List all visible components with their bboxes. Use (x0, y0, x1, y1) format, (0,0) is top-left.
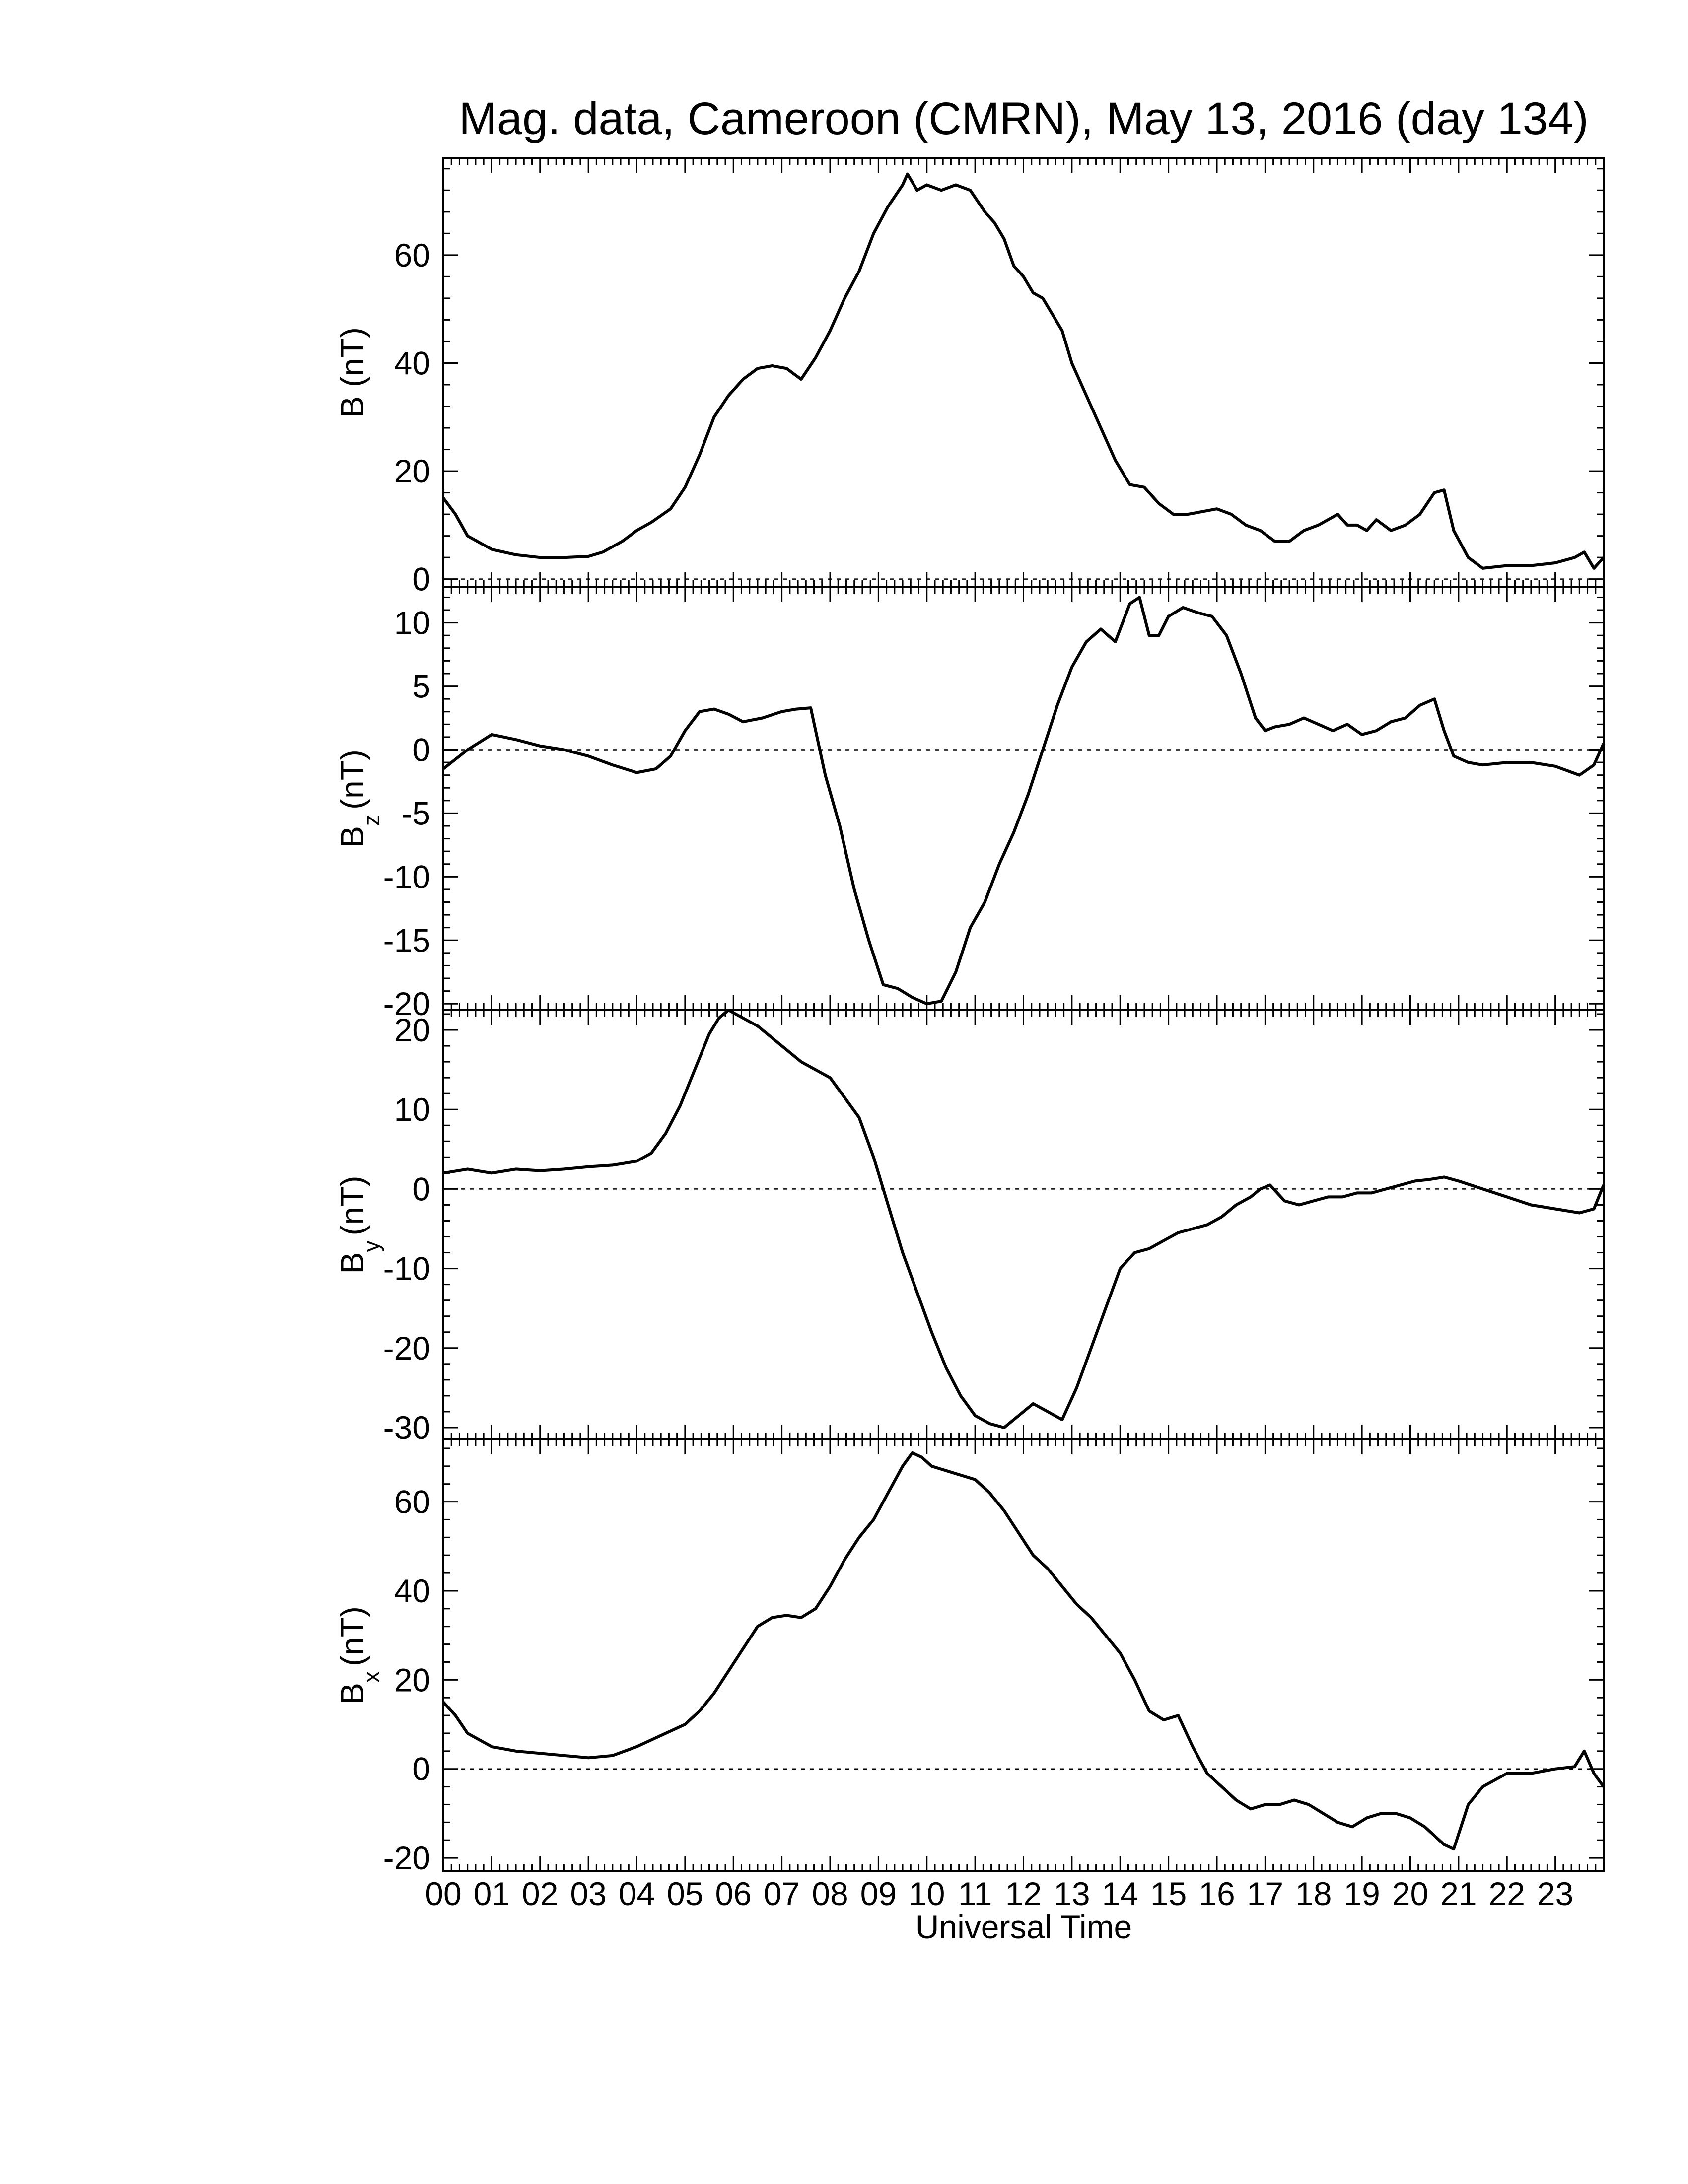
series-line-2 (443, 1009, 1605, 1429)
x-tick-label: 11 (958, 1875, 992, 1912)
y-tick-label: -30 (383, 1409, 430, 1446)
x-tick-label: 12 (1005, 1875, 1042, 1912)
y-axis-label: Bz (nT) (334, 750, 384, 848)
y-tick-label: 40 (394, 344, 430, 381)
y-axis-label: B (nT) (334, 327, 370, 418)
x-tick-label: 15 (1150, 1875, 1187, 1912)
y-tick-label: 0 (412, 1170, 430, 1207)
y-axis-label-main: B (334, 826, 370, 848)
series-line-0 (442, 172, 1605, 570)
y-tick-label: 60 (394, 237, 430, 273)
x-tick-label: 04 (619, 1875, 655, 1912)
y-tick-label: 0 (412, 731, 430, 768)
y-tick-label: 5 (412, 668, 430, 705)
x-tick-label: 10 (909, 1875, 945, 1912)
x-axis-label: Universal Time (915, 1909, 1132, 1945)
panel-frame (442, 586, 1605, 1011)
x-tick-label: 01 (474, 1875, 510, 1912)
y-tick-label: 20 (394, 1661, 430, 1698)
x-tick-label: 06 (715, 1875, 752, 1912)
y-axis-label-unit: (nT) (334, 750, 370, 810)
y-tick-label: -15 (383, 922, 430, 958)
panel-0: 0 20 40 60 B (nT) (334, 157, 1605, 598)
x-tick-label: 02 (522, 1875, 558, 1912)
y-tick-label: 0 (412, 1751, 430, 1787)
x-tick-label: 03 (570, 1875, 606, 1912)
x-tick-label: 13 (1054, 1875, 1090, 1912)
y-tick-label: -5 (401, 795, 430, 831)
series-line-3 (442, 1451, 1605, 1851)
y-tick-label: 60 (394, 1484, 430, 1520)
x-tick-label: 22 (1489, 1875, 1525, 1912)
x-tick-label: 19 (1343, 1875, 1380, 1912)
x-tick-label: 09 (860, 1875, 897, 1912)
panel-3: -20 0 20 40 60 Bx (nT) (334, 1438, 1605, 1876)
y-tick-label: -20 (383, 1840, 430, 1876)
x-tick-label: 18 (1295, 1875, 1332, 1912)
y-tick-label: -20 (383, 1330, 430, 1366)
y-axis-label: Bx (nT) (334, 1606, 384, 1705)
y-axis-label-unit: (nT) (334, 1606, 370, 1666)
chart-panels: 0204060B(nT)-20-15-10-50510Bz(nT)-30-20-… (334, 157, 1605, 1876)
x-tick-label: 23 (1537, 1875, 1573, 1912)
y-tick-label: -10 (383, 858, 430, 895)
y-tick-label: -10 (383, 1250, 430, 1287)
y-tick-label: 20 (394, 1012, 430, 1048)
y-tick-label: 40 (394, 1572, 430, 1609)
y-axis-label: By (nT) (334, 1175, 384, 1274)
y-tick-label: 0 (412, 561, 430, 598)
x-tick-label: 16 (1198, 1875, 1235, 1912)
x-axis-tick-labels: 00 01 02 03 04 05 06 07 08 09 10 11 12 13 14 15 16 17 18 19… (425, 1875, 1573, 1912)
y-axis-label-main: B (334, 1683, 370, 1705)
y-axis-label-unit: (nT) (334, 327, 370, 387)
y-axis-label-sub: y (358, 1240, 384, 1252)
y-tick-label: -20 (383, 985, 430, 1022)
panel-frame (442, 1009, 1605, 1440)
y-axis-label-main: B (334, 396, 370, 418)
panel-2: -30 -20 -10 0 10 20 By (nT) (334, 1009, 1605, 1446)
y-tick-label: 10 (394, 1091, 430, 1128)
x-tick-label: 05 (667, 1875, 703, 1912)
x-tick-label: 07 (764, 1875, 800, 1912)
panel-frame (442, 157, 1605, 588)
y-tick-label: 10 (394, 605, 430, 641)
panel-1: -20 -15 -10 -5 0 5 10 Bz (nT) (334, 586, 1605, 1022)
y-tick-label: 20 (394, 453, 430, 489)
chart-title: Mag. data, Cameroon (CMRN), May 13, 2016… (459, 93, 1588, 144)
x-tick-label: 14 (1102, 1875, 1138, 1912)
y-axis-label-unit: (nT) (334, 1175, 370, 1235)
x-tick-label: 21 (1440, 1875, 1477, 1912)
y-axis-label-main: B (334, 1252, 370, 1274)
x-tick-label: 17 (1247, 1875, 1283, 1912)
series-line-1 (442, 596, 1605, 1006)
x-tick-label: 00 (425, 1875, 461, 1912)
x-tick-label: 08 (812, 1875, 848, 1912)
x-tick-label: 20 (1392, 1875, 1428, 1912)
y-axis-label-sub: z (358, 815, 384, 826)
panel-frame (442, 1438, 1605, 1872)
y-axis-label-sub: x (358, 1671, 384, 1683)
